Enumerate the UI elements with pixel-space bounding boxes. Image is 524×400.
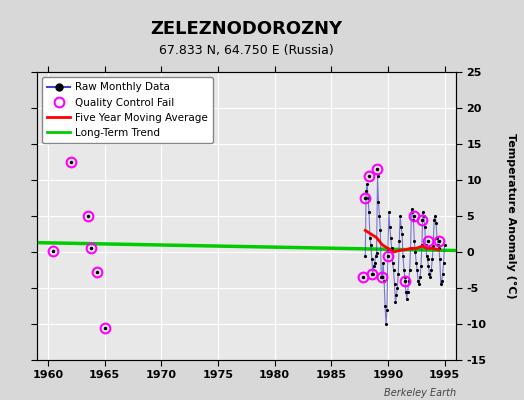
Text: ZELEZNODOROZNY: ZELEZNODOROZNY	[150, 20, 342, 38]
Text: 67.833 N, 64.750 E (Russia): 67.833 N, 64.750 E (Russia)	[159, 44, 334, 57]
Y-axis label: Temperature Anomaly (°C): Temperature Anomaly (°C)	[506, 133, 516, 299]
Legend: Raw Monthly Data, Quality Control Fail, Five Year Moving Average, Long-Term Tren: Raw Monthly Data, Quality Control Fail, …	[42, 77, 213, 143]
Text: Berkeley Earth: Berkeley Earth	[384, 388, 456, 398]
